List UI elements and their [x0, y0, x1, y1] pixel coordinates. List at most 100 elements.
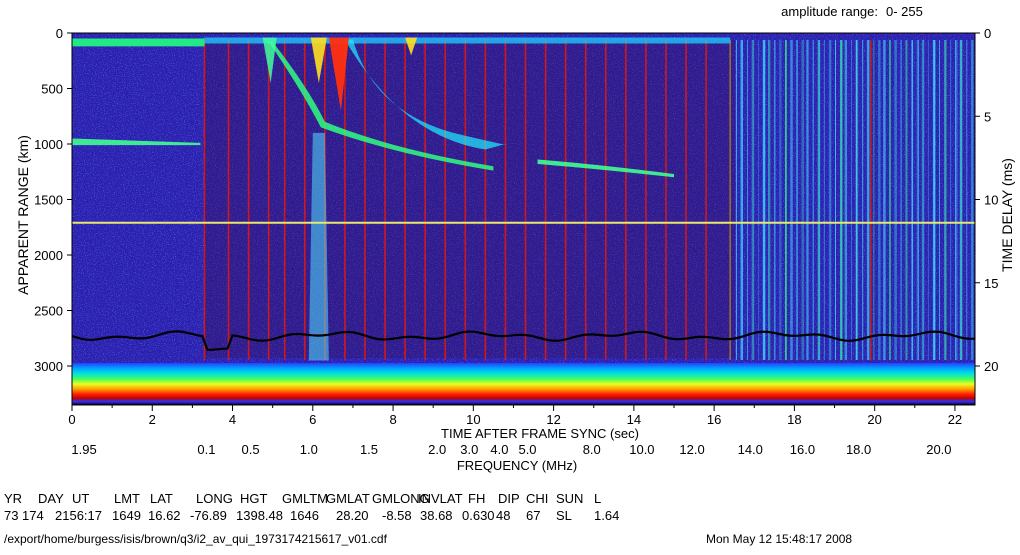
frequency-label: 2.0 — [428, 442, 446, 457]
metadata-header: INVLAT — [418, 491, 463, 506]
file-path: /export/home/burgess/isis/brown/q3/i2_av… — [4, 532, 388, 546]
metadata-value: 2156:17 — [55, 508, 102, 523]
frequency-label: 4.0 — [490, 442, 508, 457]
metadata-value: 1.64 — [594, 508, 619, 523]
y-tick-label-left: 500 — [41, 82, 63, 97]
background-trace — [72, 330, 975, 351]
x-tick-label: 18 — [787, 412, 801, 427]
y-tick-label-right: 10 — [984, 193, 998, 208]
frequency-label: 1.5 — [360, 442, 378, 457]
vertical-lines — [203, 40, 974, 360]
echo-trace — [537, 159, 674, 178]
y-axis-label-left: APPARENT RANGE (km) — [15, 135, 31, 295]
plot-area — [72, 33, 975, 405]
metadata-value: SL — [556, 508, 572, 523]
metadata-header: GMLAT — [326, 491, 370, 506]
amplitude-range-label: amplitude range: — [781, 4, 878, 19]
frequency-label: 5.0 — [518, 442, 536, 457]
metadata-value: 28.20 — [336, 508, 369, 523]
metadata-value: 174 — [22, 508, 44, 523]
echo-trace — [268, 41, 494, 171]
x-tick-label: 10 — [466, 412, 480, 427]
y-tick-label-left: 0 — [56, 26, 63, 41]
y-tick-label-right: 0 — [984, 26, 991, 41]
x-axis-label-frequency: FREQUENCY (MHz) — [457, 458, 577, 473]
calibration-stripes — [72, 363, 975, 405]
x-tick-label: 12 — [546, 412, 560, 427]
metadata-header: FH — [468, 491, 485, 506]
metadata-header: GMLONG — [372, 491, 430, 506]
metadata-value: -76.89 — [190, 508, 227, 523]
amplitude-range-value: 0- 255 — [886, 4, 923, 19]
frequency-label: 0.5 — [242, 442, 260, 457]
x-axis-label-time: TIME AFTER FRAME SYNC (sec) — [441, 426, 639, 441]
metadata-value: 0.630 — [462, 508, 495, 523]
axes: 0 2 4 6 8 10 12 14 16 18 20 22 0 500 1000 1500 2000 2500 3… — [34, 26, 998, 457]
frequency-label: 14.0 — [738, 442, 763, 457]
x-tick-label: 16 — [707, 412, 721, 427]
plot-frame — [71, 32, 976, 406]
echo-trace — [262, 37, 277, 83]
timestamp: Mon May 12 15:48:17 2008 — [706, 532, 852, 546]
echo-trace — [72, 138, 201, 146]
y-tick-label-right: 5 — [984, 109, 991, 124]
metadata-header: SUN — [556, 491, 583, 506]
metadata-header: LAT — [150, 491, 173, 506]
frequency-label: 1.95 — [71, 442, 96, 457]
frequency-label: 20.0 — [926, 442, 951, 457]
metadata-header: L — [594, 491, 601, 506]
y-tick-label-left: 2000 — [34, 248, 63, 263]
metadata-value: 1649 — [112, 508, 141, 523]
frequency-label: 8.0 — [583, 442, 601, 457]
x-tick-label: 4 — [229, 412, 236, 427]
metadata-value: 67 — [526, 508, 540, 523]
y-tick-label-right: 20 — [984, 359, 998, 374]
x-tick-label: 6 — [309, 412, 316, 427]
metadata-value: 1398.48 — [236, 508, 283, 523]
metadata-value: 38.68 — [420, 508, 453, 523]
y-axis-label-right: TIME DELAY (ms) — [999, 158, 1015, 272]
echo-trace — [310, 37, 327, 83]
metadata-value: 1646 — [290, 508, 319, 523]
echo-trace — [204, 37, 731, 44]
echo-trace — [405, 37, 418, 56]
metadata-value: 16.62 — [148, 508, 181, 523]
metadata-header: UT — [72, 491, 89, 506]
frequency-label: 3.0 — [460, 442, 478, 457]
frequency-label: 12.0 — [679, 442, 704, 457]
metadata-header: DIP — [498, 491, 520, 506]
echo-trace — [328, 37, 349, 111]
metadata-header: DAY — [38, 491, 64, 506]
x-tick-label: 22 — [948, 412, 962, 427]
metadata-value: -8.58 — [382, 508, 412, 523]
frequency-label: 18.0 — [846, 442, 871, 457]
frequency-label: 1.0 — [300, 442, 318, 457]
echo-trace — [308, 132, 329, 361]
metadata-value: 73 — [4, 508, 18, 523]
echo-trace — [72, 38, 205, 47]
y-tick-label-left: 3000 — [34, 359, 63, 374]
echo-traces — [72, 37, 731, 361]
x-tick-label: 20 — [867, 412, 881, 427]
frequency-label: 16.0 — [790, 442, 815, 457]
metadata-value: 48 — [496, 508, 510, 523]
frequency-label: 10.0 — [629, 442, 654, 457]
x-tick-label: 0 — [68, 412, 75, 427]
y-tick-label-right: 15 — [984, 276, 998, 291]
metadata-header: LMT — [114, 491, 140, 506]
black-trace — [72, 330, 975, 351]
y-tick-label-left: 1500 — [34, 193, 63, 208]
x-tick-label: 2 — [149, 412, 156, 427]
metadata-header: LONG — [196, 491, 233, 506]
x-tick-label: 14 — [627, 412, 641, 427]
metadata-header: YR — [4, 491, 22, 506]
y-tick-label-left: 1000 — [34, 137, 63, 152]
metadata-header: HGT — [240, 491, 268, 506]
x-tick-label: 8 — [389, 412, 396, 427]
metadata-header: GMLTM — [282, 491, 328, 506]
frequency-label: 0.1 — [197, 442, 215, 457]
y-tick-label-left: 2500 — [34, 304, 63, 319]
metadata-header: CHI — [526, 491, 548, 506]
